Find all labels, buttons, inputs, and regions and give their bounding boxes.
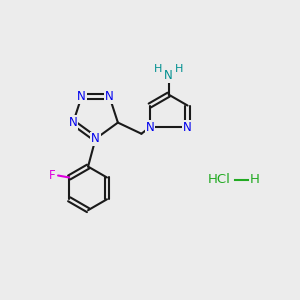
Text: N: N [69, 116, 77, 129]
Text: N: N [91, 132, 100, 146]
Text: H: H [250, 173, 260, 186]
Text: HCl: HCl [208, 173, 231, 186]
Text: H: H [175, 64, 183, 74]
Text: N: N [146, 121, 154, 134]
Text: F: F [49, 169, 55, 182]
Text: N: N [77, 90, 86, 103]
Text: N: N [183, 121, 192, 134]
Text: H: H [154, 64, 162, 74]
Text: N: N [164, 69, 173, 82]
Text: N: N [105, 90, 114, 103]
